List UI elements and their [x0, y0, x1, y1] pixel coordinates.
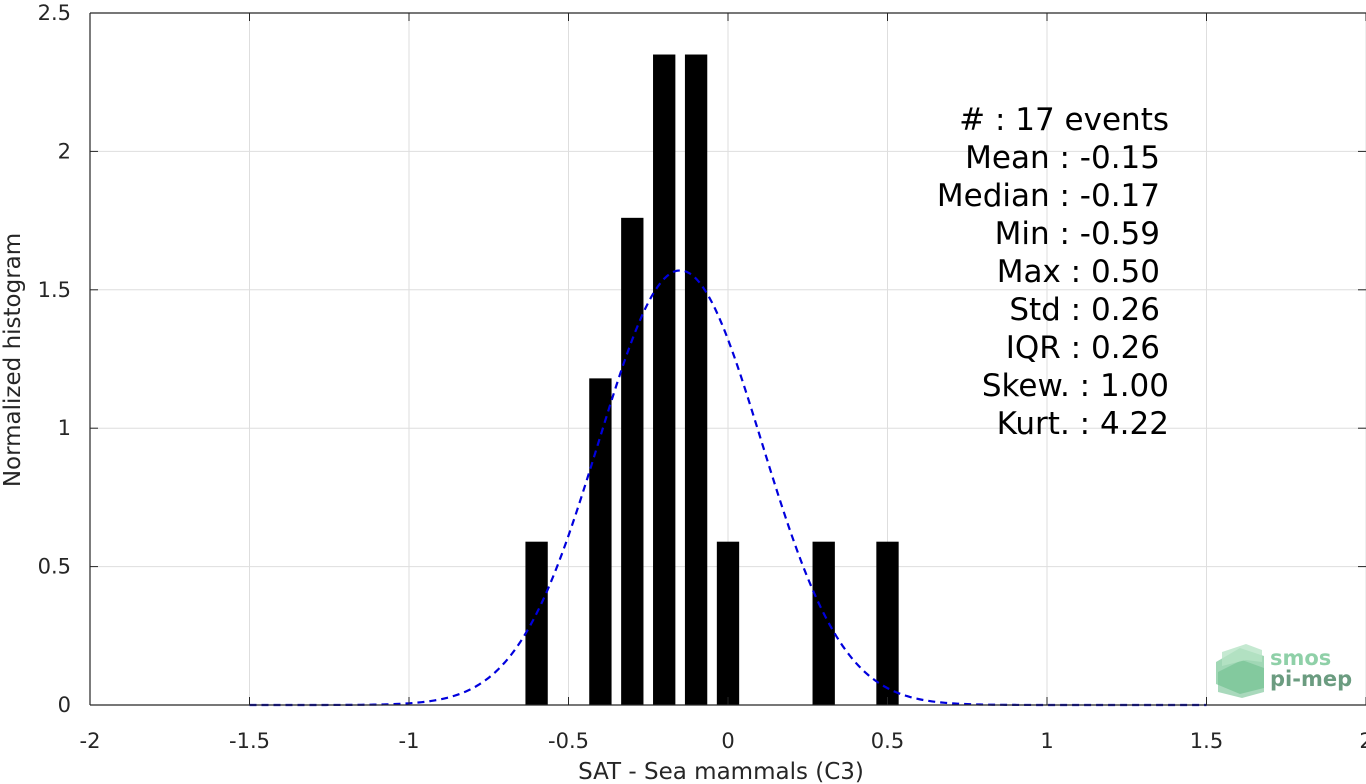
x-tick-label: -2: [80, 729, 101, 753]
x-tick-label: 2: [1359, 729, 1366, 753]
histogram-bar: [525, 541, 548, 705]
axes: [89, 12, 1366, 706]
logo-waves-icon: [1216, 644, 1264, 698]
x-axis-label: SAT - Sea mammals (C3): [578, 759, 864, 784]
y-axis-label: Normalized histogram: [0, 233, 26, 487]
y-tick-label: 0.5: [38, 555, 71, 579]
stats-line: Kurt. : 4.22: [997, 406, 1169, 442]
x-tick-label: 1: [1040, 729, 1053, 753]
logo-text-smos: smos: [1270, 646, 1331, 670]
x-tick-label: 0.5: [871, 729, 904, 753]
stats-line: IQR : 0.26: [1006, 330, 1160, 366]
y-tick-label: 1.5: [38, 278, 71, 302]
x-tick-label: -1.5: [229, 729, 270, 753]
stats-line: # : 17 events: [959, 102, 1169, 138]
stats-line: Skew. : 1.00: [982, 368, 1169, 404]
smos-pi-mep-logo: smos pi-mep: [1216, 644, 1352, 698]
stats-line: Std : 0.26: [1009, 292, 1160, 328]
x-tick-label: 0: [721, 729, 734, 753]
stats-line: Min : -0.59: [995, 216, 1160, 252]
y-tick-label: 2.5: [38, 1, 71, 25]
y-tick-label: 2: [58, 139, 71, 163]
histogram-bar: [876, 541, 899, 705]
logo-text-pi-mep: pi-mep: [1270, 667, 1352, 691]
x-tick-label: -1: [399, 729, 420, 753]
histogram-bar: [812, 541, 835, 705]
y-tick-label: 1: [58, 416, 71, 440]
x-tick-label: -0.5: [548, 729, 589, 753]
tick-labels: -2 -1.5 -1 -0.5 0 0.5 1 1.5 2 0 0.5 1 1.5 2 2.5: [38, 1, 1366, 753]
stats-line: Mean : -0.15: [965, 140, 1160, 176]
x-tick-label: 1.5: [1190, 729, 1223, 753]
histogram-bar: [716, 541, 740, 705]
histogram-bar: [653, 54, 676, 705]
y-tick-label: 0: [58, 693, 71, 717]
histogram-bar: [684, 54, 708, 705]
histogram-bars: [525, 54, 899, 705]
stats-line: Max : 0.50: [997, 254, 1160, 290]
histogram-bar: [621, 217, 644, 705]
histogram-bar: [589, 378, 612, 705]
stats-line: Median : -0.17: [937, 178, 1160, 214]
